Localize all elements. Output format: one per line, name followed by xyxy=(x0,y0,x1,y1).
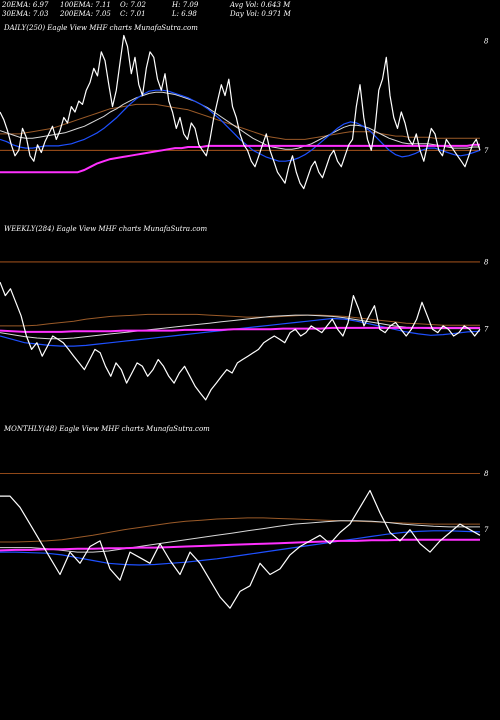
header-high: H: 7.09 xyxy=(172,1,199,9)
series-line-ema-mid xyxy=(0,314,480,340)
header-avg-vol: Avg Vol: 0.643 M xyxy=(230,1,291,9)
header-100ema: 100EMA: 7.11 xyxy=(60,1,111,9)
series-line-ema-mid xyxy=(0,91,480,150)
header-col-hl: H: 7.09 L: 6.98 xyxy=(172,1,198,19)
y-tick-label: 8 xyxy=(484,470,489,478)
series-line-price xyxy=(0,34,481,190)
chart-panel-0: 87 xyxy=(0,34,489,190)
header-col-oc: O: 7.02 C: 7.01 xyxy=(120,1,146,19)
series-line-ema-long xyxy=(0,103,480,140)
header-open: O: 7.02 xyxy=(120,1,146,9)
series-line-ema-200 xyxy=(0,326,480,333)
series-line-ema-long xyxy=(0,517,480,543)
y-tick-label: 7 xyxy=(484,326,489,334)
series-line-ema-long xyxy=(0,313,480,327)
y-tick-label: 8 xyxy=(484,37,489,45)
header-col-ema20: 20EMA: 6.97 30EMA: 7.03 xyxy=(2,1,48,19)
header-col-ema100: 100EMA: 7.11 200EMA: 7.05 xyxy=(60,1,111,19)
header-low: L: 6.98 xyxy=(172,10,197,18)
y-tick-label: 8 xyxy=(484,258,489,266)
series-line-ema-mid xyxy=(0,520,480,553)
header-col-vol: Avg Vol: 0.643 M Day Vol: 0.971 M xyxy=(230,1,291,19)
y-tick-label: 7 xyxy=(484,147,489,155)
panel-title-monthly: MONTHLY(48) Eagle View MHF charts Munafa… xyxy=(4,425,210,433)
y-tick-label: 7 xyxy=(484,526,489,534)
series-line-price xyxy=(0,281,481,401)
chart-panel-2: 87 xyxy=(0,470,489,609)
chart-panel-1: 87 xyxy=(0,258,489,401)
header-20ema: 20EMA: 6.97 xyxy=(2,1,49,9)
series-line-price xyxy=(0,489,481,609)
series-line-ema-200 xyxy=(0,538,480,552)
series-line-ema-short xyxy=(0,89,481,162)
header-30ema: 30EMA: 7.03 xyxy=(2,10,49,18)
header-close: C: 7.01 xyxy=(120,10,146,18)
header-day-vol: Day Vol: 0.971 M xyxy=(230,10,291,18)
header-200ema: 200EMA: 7.05 xyxy=(60,10,111,18)
panel-title-weekly: WEEKLY(284) Eagle View MHF charts Munafa… xyxy=(4,225,208,233)
series-line-ema-200 xyxy=(0,143,480,174)
series-line-ema-short xyxy=(0,530,481,566)
panel-title-daily: DAILY(250) Eagle View MHF charts MunafaS… xyxy=(4,24,198,32)
